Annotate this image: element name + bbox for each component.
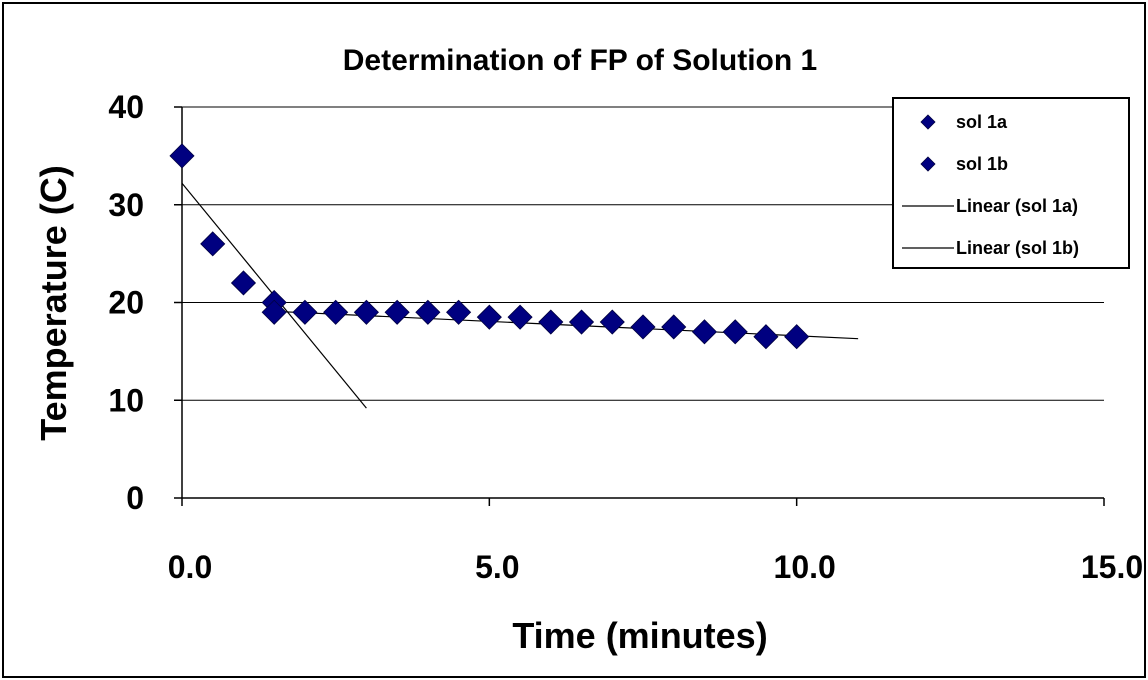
x-tick-label: 10.0 xyxy=(774,549,836,585)
y-axis-title: Temperature (C) xyxy=(33,165,74,440)
legend-label-trendline-2: Linear (sol 1b) xyxy=(956,238,1079,258)
x-axis-title: Time (minutes) xyxy=(512,615,767,656)
x-tick-label: 0.0 xyxy=(168,549,212,585)
y-tick-label: 30 xyxy=(108,187,144,223)
y-tick-label: 0 xyxy=(126,480,144,516)
y-tick-label: 40 xyxy=(108,89,144,125)
legend: sol 1a sol 1b Linear (sol 1a) Linear (sol 1… xyxy=(893,98,1129,268)
x-tick-label: 15.0 xyxy=(1081,549,1143,585)
x-tick-label: 5.0 xyxy=(475,549,519,585)
y-tick-label: 10 xyxy=(108,382,144,418)
y-tick-label: 20 xyxy=(108,285,144,321)
legend-label-series-1: sol 1a xyxy=(956,112,1008,132)
legend-label-series-2: sol 1b xyxy=(956,154,1008,174)
legend-label-trendline-1: Linear (sol 1a) xyxy=(956,196,1078,216)
chart-title: Determination of FP of Solution 1 xyxy=(343,44,817,77)
